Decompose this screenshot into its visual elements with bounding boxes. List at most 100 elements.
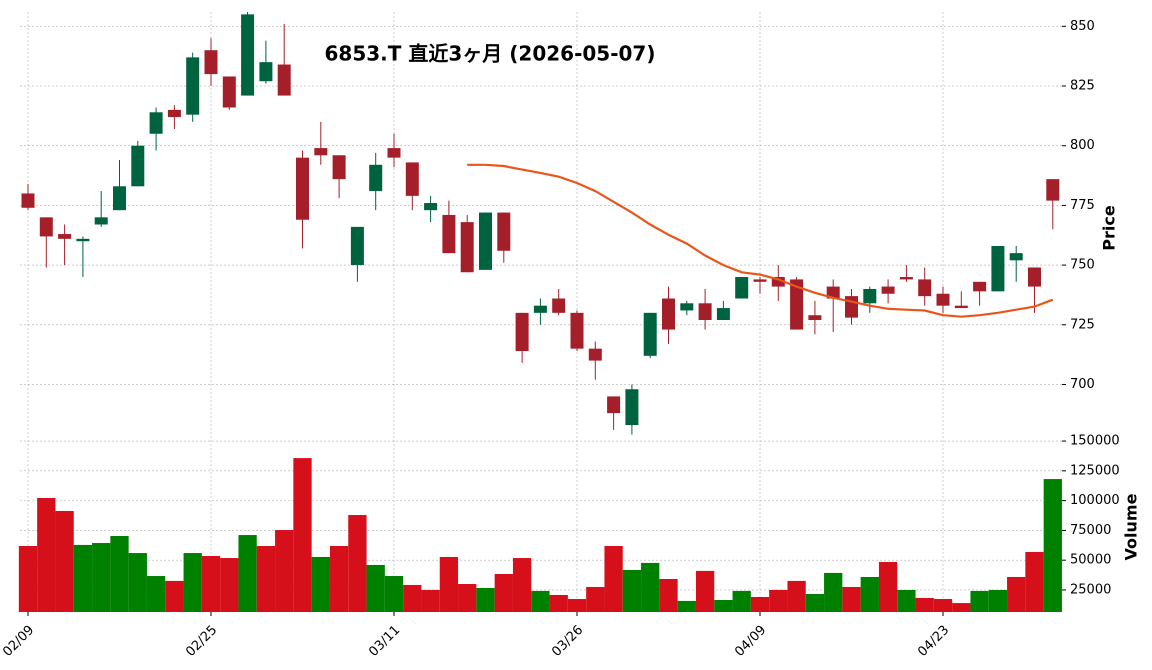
volume-tick-label: 150000: [1070, 434, 1120, 449]
volume-bar: [1025, 551, 1044, 612]
volume-bar: [293, 458, 312, 612]
volume-bar: [586, 586, 605, 612]
candle-body: [698, 303, 712, 321]
candle-body: [350, 226, 364, 266]
volume-bar: [860, 576, 879, 612]
volume-bar: [146, 576, 166, 612]
x-tick-label: 03/11: [366, 623, 403, 660]
candle-body: [131, 145, 145, 187]
x-tick-label: 04/09: [732, 623, 769, 660]
candle-body: [662, 298, 675, 330]
volume-bar: [183, 553, 202, 612]
y-tick-label: 750: [1070, 258, 1095, 273]
candle-body: [387, 148, 401, 158]
volume-bar: [165, 580, 184, 612]
volume-bar: [805, 594, 825, 612]
volume-tick-label: 125000: [1070, 463, 1120, 478]
candle-body: [113, 186, 126, 211]
volume-tick-label: 50000: [1070, 553, 1111, 568]
y-tick-label: 825: [1070, 79, 1095, 94]
candle-body: [771, 277, 785, 287]
volume-bar: [732, 590, 751, 612]
candle-body: [241, 14, 255, 96]
candle-body: [442, 214, 456, 254]
x-tick-label: 03/26: [549, 623, 586, 660]
candle-body: [405, 162, 419, 196]
candle-body: [479, 212, 492, 270]
candle-body: [607, 396, 621, 414]
candle-body: [149, 112, 163, 134]
candle-body: [716, 308, 730, 321]
volume-bar: [73, 544, 93, 612]
volume-bar: [952, 603, 971, 612]
candle-body: [369, 164, 383, 192]
candle-body: [21, 193, 35, 208]
candle-body: [570, 312, 584, 349]
volume-bar: [476, 587, 495, 612]
volume-bar: [384, 576, 404, 612]
y-tick-label: 725: [1070, 317, 1095, 332]
volume-bar: [988, 589, 1008, 612]
candle-body: [954, 305, 968, 309]
volume-bar: [275, 530, 294, 612]
volume-bar: [512, 558, 532, 612]
volume-bar: [531, 590, 550, 612]
y-tick-label: 700: [1070, 377, 1095, 392]
volume-bar: [677, 600, 696, 612]
candle-body: [1009, 253, 1023, 261]
candle-body: [808, 315, 822, 321]
candle-body: [515, 312, 529, 352]
candle-body: [204, 50, 218, 75]
volume-bar: [1007, 576, 1026, 612]
y-tick-label: 775: [1070, 198, 1095, 213]
volume-bar: [201, 556, 221, 612]
volume-tick-label: 75000: [1070, 523, 1111, 538]
candle-body: [497, 212, 511, 251]
volume-bar: [750, 596, 770, 612]
candle-body: [552, 298, 566, 313]
volume-bar: [256, 546, 276, 612]
volume-bar: [878, 561, 898, 612]
volume-tick-label: 100000: [1070, 493, 1120, 508]
candle-body: [296, 157, 309, 220]
volume-bar: [659, 579, 678, 612]
volume-bar: [403, 584, 422, 612]
volume-bar: [695, 570, 715, 612]
candle-body: [277, 64, 291, 96]
candle-body: [826, 286, 840, 299]
volume-tick-label: 25000: [1070, 582, 1111, 597]
volume-bar: [458, 584, 477, 612]
candle-body: [753, 279, 767, 282]
volume-bar: [933, 599, 953, 612]
candle-body: [588, 348, 602, 361]
candle-body: [680, 303, 694, 311]
candle-body: [973, 281, 987, 292]
volume-bar: [37, 497, 56, 612]
candle-body: [76, 238, 90, 242]
candle-body: [845, 296, 858, 318]
candle-body: [533, 305, 547, 313]
volume-bar: [769, 589, 788, 612]
candle-body: [735, 277, 749, 299]
x-tick-label: 02/25: [183, 623, 220, 660]
volume-bar: [604, 546, 623, 612]
x-tick-label: 04/23: [915, 623, 952, 660]
volume-bar: [494, 573, 513, 612]
volume-bar: [311, 556, 330, 612]
x-tick-label: 02/09: [0, 623, 37, 660]
volume-bar: [714, 599, 733, 612]
volume-axis-label: Volume: [1122, 493, 1141, 560]
candle-body: [460, 222, 474, 273]
candle-body: [863, 288, 877, 304]
volume-bar: [1043, 479, 1062, 612]
volume-bar: [110, 535, 129, 612]
candle-body: [918, 279, 932, 297]
candle-body: [899, 277, 913, 280]
moving-average-line: [467, 163, 1054, 318]
volume-bar: [92, 543, 111, 612]
volume-bar: [641, 562, 660, 612]
candle-body: [314, 148, 328, 156]
y-tick-label: 800: [1070, 138, 1095, 153]
candle-body: [58, 234, 72, 239]
